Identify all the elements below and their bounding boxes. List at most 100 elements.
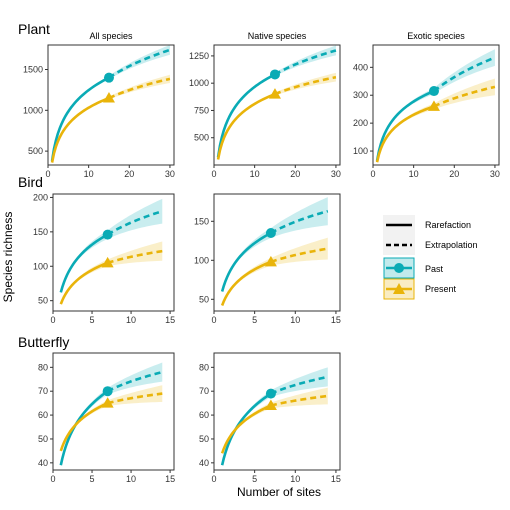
y-tick-label: 500	[194, 133, 209, 143]
y-tick-label: 750	[194, 105, 209, 115]
rarefaction-line-past	[375, 89, 435, 162]
panel-frame	[52, 352, 175, 471]
confidence-band-present	[222, 237, 328, 307]
observed-point-present	[268, 88, 281, 99]
panel-title: All species	[89, 31, 133, 41]
y-tick-label: 100	[194, 255, 209, 265]
confidence-band-past	[222, 367, 328, 466]
rarefaction-line-past	[220, 231, 272, 292]
observed-point-past	[269, 69, 280, 80]
row-title-butterfly: Butterfly	[18, 334, 69, 350]
x-tick-label: 0	[370, 169, 375, 179]
x-tick-label: 10	[290, 315, 300, 325]
observed-point-present	[427, 100, 440, 111]
x-tick-label: 30	[490, 169, 500, 179]
extrapolation-line-past	[107, 370, 163, 393]
rarefaction-line-past	[216, 73, 276, 158]
observed-point-present	[264, 255, 277, 267]
legend-label-extrapolation: Extrapolation	[425, 240, 478, 250]
y-axis-title: Species richness	[1, 212, 15, 303]
rarefaction-line-present	[220, 260, 272, 307]
rarefaction-line-present	[59, 401, 109, 452]
confidence-band-past	[52, 45, 170, 162]
y-tick-label: 60	[199, 410, 209, 420]
y-tick-label: 1250	[189, 51, 209, 61]
x-tick-label: 15	[165, 315, 175, 325]
rarefaction-line-present	[220, 404, 272, 454]
x-tick-label: 5	[90, 315, 95, 325]
confidence-band-present	[60, 241, 163, 305]
rarefaction-line-past	[50, 76, 110, 162]
observed-point-past	[102, 229, 113, 240]
confidence-band-past	[60, 362, 163, 466]
y-tick-label: 50	[38, 434, 48, 444]
rarefaction-line-past	[220, 392, 272, 466]
panel-frame	[213, 193, 341, 312]
y-tick-label: 1500	[23, 64, 43, 74]
panel-0: All species 0 10 20 30 500 1000 1500	[23, 31, 175, 179]
y-tick-label: 1000	[189, 78, 209, 88]
observed-point-present	[101, 397, 114, 408]
panel-title: Native species	[248, 31, 307, 41]
x-tick-label: 20	[124, 169, 134, 179]
confidence-band-present	[222, 387, 328, 454]
observed-point-present	[102, 92, 115, 103]
y-tick-label: 100	[353, 146, 368, 156]
extrapolation-line-past	[270, 375, 329, 395]
x-tick-label: 10	[126, 474, 136, 484]
panel-4: 0 5 10 15 50 100 150	[194, 193, 341, 325]
x-tick-label: 10	[250, 169, 260, 179]
x-tick-label: 0	[50, 315, 55, 325]
observed-point-past	[102, 386, 113, 397]
x-tick-label: 0	[211, 315, 216, 325]
y-tick-label: 50	[199, 434, 209, 444]
y-tick-label: 500	[28, 146, 43, 156]
y-tick-label: 50	[199, 294, 209, 304]
rarefaction-line-present	[59, 261, 109, 305]
x-tick-label: 15	[331, 315, 341, 325]
y-tick-label: 400	[353, 62, 368, 72]
x-tick-label: 10	[84, 169, 94, 179]
legend-label-present: Present	[425, 284, 457, 294]
x-tick-label: 10	[290, 474, 300, 484]
confidence-band-present	[52, 74, 170, 163]
legend-label-rarefaction: Rarefaction	[425, 220, 471, 230]
y-tick-label: 100	[33, 261, 48, 271]
observed-point-present	[264, 399, 277, 411]
panel-1: Native species 0 10 20 30 500 750 1000 1250	[189, 31, 341, 179]
x-axis-title: Number of sites	[237, 485, 321, 499]
x-tick-label: 20	[449, 169, 459, 179]
extrapolation-line-past	[433, 56, 496, 93]
x-tick-label: 10	[409, 169, 419, 179]
legend-key-marker-present	[393, 283, 405, 294]
observed-point-present	[101, 256, 114, 268]
x-tick-label: 5	[252, 315, 257, 325]
legend-label-past: Past	[425, 264, 444, 274]
panel-frame	[52, 193, 175, 312]
x-tick-label: 0	[211, 474, 216, 484]
extrapolation-line-past	[108, 48, 171, 79]
row-title-bird: Bird	[18, 174, 43, 190]
x-tick-label: 0	[211, 169, 216, 179]
y-tick-label: 200	[33, 192, 48, 202]
y-tick-label: 300	[353, 90, 368, 100]
x-tick-label: 5	[252, 474, 257, 484]
x-tick-label: 0	[50, 474, 55, 484]
x-tick-label: 0	[45, 169, 50, 179]
confidence-band-past	[60, 198, 163, 294]
y-tick-label: 70	[38, 386, 48, 396]
row-title-plant: Plant	[18, 21, 50, 37]
y-tick-label: 150	[33, 227, 48, 237]
confidence-band-present	[218, 72, 336, 160]
rarefaction-line-present	[216, 92, 276, 160]
y-tick-label: 200	[353, 118, 368, 128]
confidence-band-present	[60, 385, 163, 452]
y-tick-label: 40	[38, 458, 48, 468]
y-tick-label: 70	[199, 386, 209, 396]
x-tick-label: 30	[331, 169, 341, 179]
rarefaction-line-present	[375, 105, 435, 163]
panel-frame	[47, 44, 175, 166]
panel-frame	[213, 352, 341, 471]
